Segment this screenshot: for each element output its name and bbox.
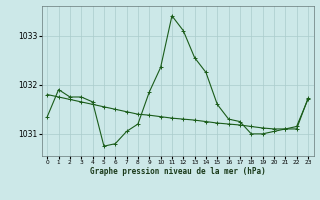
X-axis label: Graphe pression niveau de la mer (hPa): Graphe pression niveau de la mer (hPa): [90, 167, 266, 176]
